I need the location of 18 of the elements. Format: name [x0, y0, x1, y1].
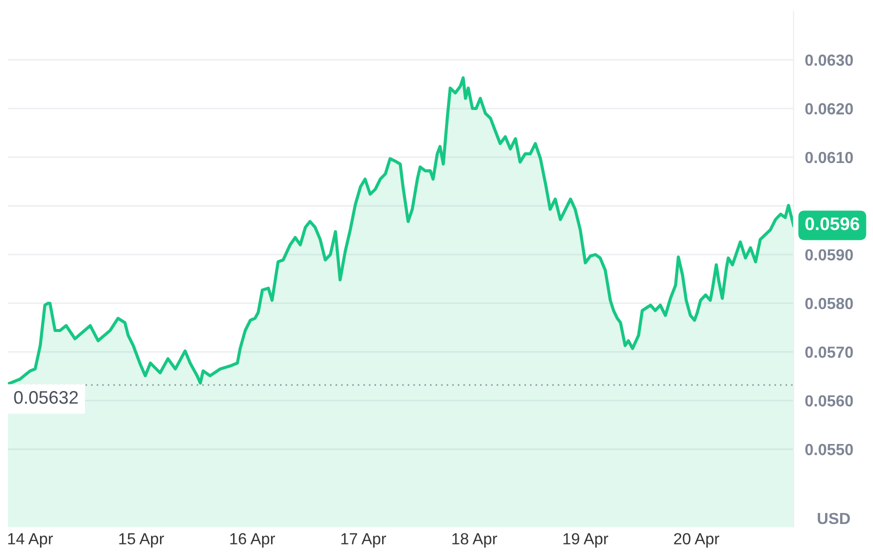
y-tick-label: 0.0570 [805, 346, 853, 358]
y-axis-title: USD [818, 512, 850, 524]
y-tick-label: 0.0630 [805, 54, 853, 66]
x-tick-label: 20 Apr [674, 533, 720, 548]
x-tick-label: 18 Apr [452, 533, 498, 548]
y-tick-label: 0.0550 [805, 444, 853, 456]
y-tick-label: 0.0560 [805, 395, 853, 407]
x-tick-label: 16 Apr [230, 533, 275, 548]
x-tick-label: 17 Apr [341, 533, 386, 548]
y-tick-label: 0.0610 [805, 152, 853, 164]
y-tick-label: 0.0590 [805, 249, 853, 260]
ref-line-label: 0.05632 [14, 391, 78, 404]
x-tick-label: 15 Apr [119, 533, 164, 548]
x-tick-label: 19 Apr [563, 533, 608, 548]
annotation: 0.0596 [805, 217, 860, 230]
y-tick-label: 0.0620 [805, 103, 853, 114]
y-tick-label: 0.0580 [805, 298, 853, 310]
x-tick-label: 14 Apr [8, 533, 53, 548]
